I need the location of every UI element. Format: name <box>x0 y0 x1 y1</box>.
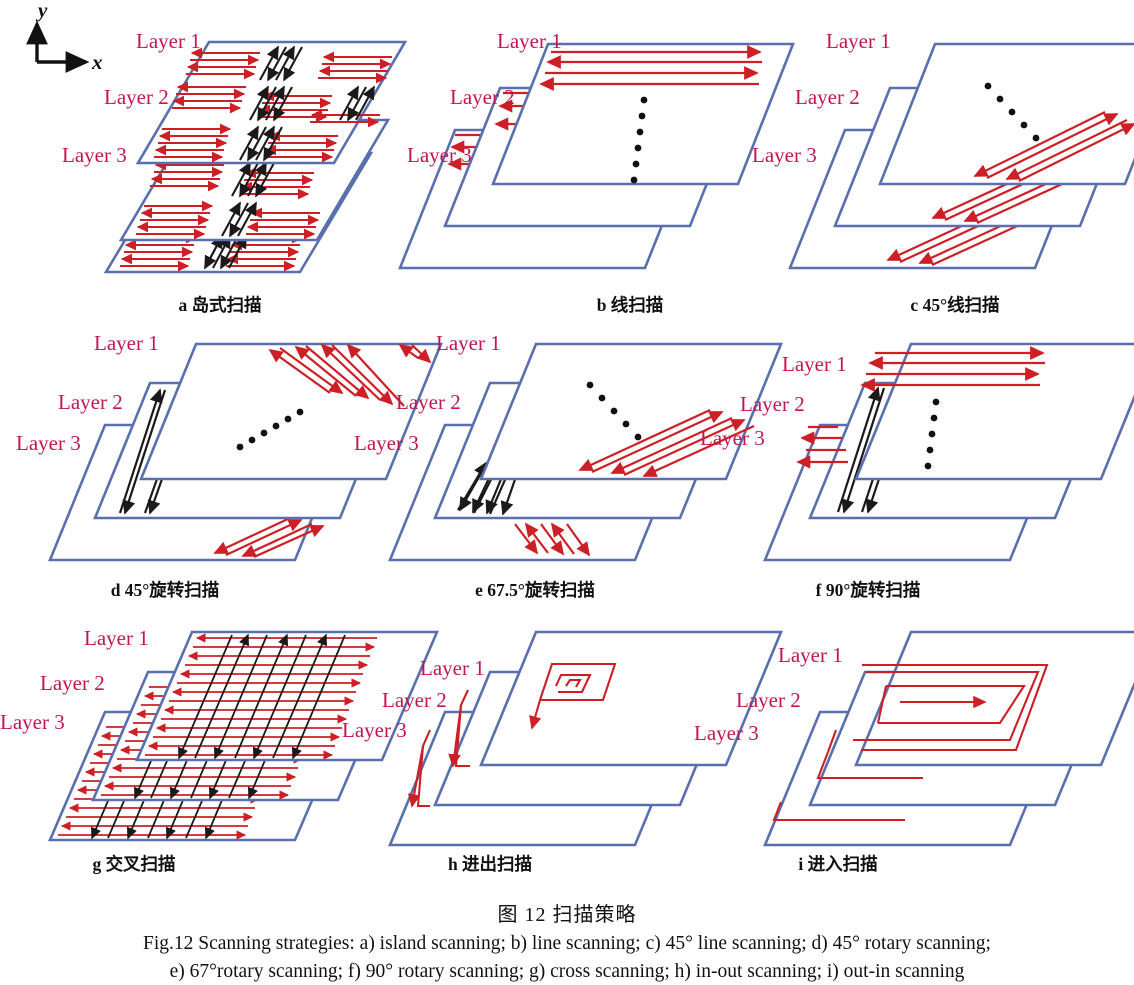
subcaption-d: d 45°旋转扫描 <box>110 580 220 600</box>
panel-h-layer3-label: Layer 3 <box>342 718 407 742</box>
subcaption-f: f 90°旋转扫描 <box>815 580 921 600</box>
panel-e-layer1-plane <box>479 342 783 481</box>
figure-cn-title: 图 12 扫描策略 <box>497 904 637 926</box>
axis-label-y: y <box>38 0 48 22</box>
panel-g-layer2-label: Layer 2 <box>40 671 105 695</box>
panel-e-layer2-label: Layer 2 <box>396 390 461 414</box>
axis-label-x: x <box>92 50 103 74</box>
panel-c-ellipsis <box>984 82 1040 142</box>
panel-f-layer2-label: Layer 2 <box>740 392 805 416</box>
panel-e-layer1-label: Layer 1 <box>436 331 501 355</box>
subcaption-a: a 岛式扫描 <box>178 295 262 315</box>
panel-i-layer3-label: Layer 3 <box>694 721 759 745</box>
panel-a-island-scanning <box>103 40 408 274</box>
panel-b-layer1-label: Layer 1 <box>497 29 562 53</box>
panel-f-layer1-plane <box>854 342 1134 481</box>
panel-d-layer3-label: Layer 3 <box>16 431 81 455</box>
panel-b-layer2-label: Layer 2 <box>450 85 515 109</box>
panel-a-layer1-label: Layer 1 <box>136 29 201 53</box>
panel-h-in-out-scanning <box>388 630 783 847</box>
panel-a-layer2-label: Layer 2 <box>104 85 169 109</box>
panel-f-ellipsis <box>924 398 940 470</box>
panel-e-ellipsis <box>586 381 642 441</box>
subcaption-c: c 45°线扫描 <box>910 295 1000 315</box>
panel-g-layer3-label: Layer 3 <box>0 710 65 734</box>
panel-h-layer2-label: Layer 2 <box>382 688 447 712</box>
subcaption-b: b 线扫描 <box>596 295 664 315</box>
figure-en-caption-line2: e) 67°rotary scanning; f) 90° rotary sca… <box>169 960 965 982</box>
panel-d-ellipsis <box>236 408 304 451</box>
panel-i-layer1-label: Layer 1 <box>778 643 843 667</box>
panel-b-layer3-label: Layer 3 <box>407 143 472 167</box>
subcaption-i: i 进入扫描 <box>798 854 878 874</box>
panel-c-layer1-label: Layer 1 <box>826 29 891 53</box>
panel-i-layer2-label: Layer 2 <box>736 688 801 712</box>
panel-d-45deg-rotary-scanning <box>48 342 443 562</box>
panel-f-layer3-label: Layer 3 <box>700 426 765 450</box>
panel-d-layer1-label: Layer 1 <box>94 331 159 355</box>
panel-b-ellipsis <box>630 96 648 184</box>
panel-b-line-scanning <box>398 42 795 270</box>
panel-c-layer1-plane <box>878 42 1134 186</box>
panel-a-layer1-hatch <box>154 45 392 163</box>
panel-h-layer1-plane <box>479 630 783 767</box>
panel-f-layer1-label: Layer 1 <box>782 352 847 376</box>
subcaption-h: h 进出扫描 <box>447 854 533 874</box>
panel-g-cross-scanning <box>48 630 439 842</box>
subcaption-e: e 67.5°旋转扫描 <box>475 580 595 600</box>
panel-e-layer3-label: Layer 3 <box>354 431 419 455</box>
panel-a-layer3-label: Layer 3 <box>62 143 127 167</box>
panel-c-45deg-line-scanning <box>788 42 1134 270</box>
panel-e-675deg-rotary-scanning <box>388 342 783 562</box>
panel-i-out-in-scanning <box>763 630 1134 847</box>
axis-indicator <box>26 20 90 73</box>
panel-i-layer1-plane <box>854 630 1134 767</box>
panel-d-layer2-label: Layer 2 <box>58 390 123 414</box>
figure-en-caption-line1: Fig.12 Scanning strategies: a) island sc… <box>143 933 991 954</box>
subcaption-g: g 交叉扫描 <box>92 854 176 874</box>
panel-g-layer1-label: Layer 1 <box>84 626 149 650</box>
panel-c-layer2-label: Layer 2 <box>795 85 860 109</box>
panel-h-layer1-label: Layer 1 <box>420 656 485 680</box>
panel-f-90deg-rotary-scanning <box>763 342 1134 562</box>
figure-en-caption: Fig.12 Scanning strategies: a) island sc… <box>0 930 1134 985</box>
panel-c-layer3-label: Layer 3 <box>752 143 817 167</box>
